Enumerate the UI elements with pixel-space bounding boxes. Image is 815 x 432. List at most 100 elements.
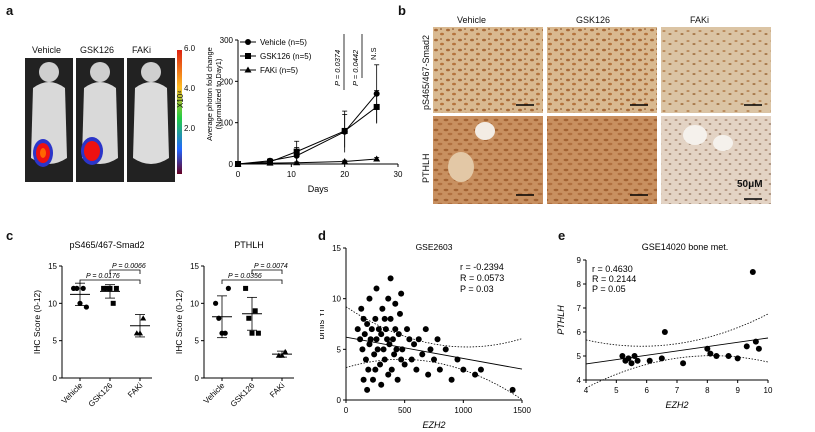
x-tick-label: 10 — [287, 170, 296, 179]
y-tick-label: 10 — [332, 295, 341, 304]
p-bracket-2 — [79, 279, 141, 284]
data-point — [752, 338, 759, 345]
data-point — [743, 343, 750, 350]
data-point — [225, 285, 231, 291]
tissue-col-faki: FAKi — [690, 15, 710, 25]
data-point — [378, 331, 385, 338]
colorbar-tick-4: 4.0 — [184, 84, 196, 93]
data-point — [372, 366, 379, 373]
data-point — [359, 346, 366, 353]
data-point — [140, 315, 147, 321]
y-tick-label: 0 — [337, 396, 342, 405]
y-label-line1: Average photon fold change — [205, 47, 214, 141]
panel-label-e: e — [558, 228, 566, 243]
legend-marker — [244, 66, 252, 73]
y-tick-label: 8 — [577, 280, 582, 289]
data-point — [379, 305, 386, 312]
data-point — [374, 346, 381, 353]
x-tick-label: 500 — [398, 406, 412, 415]
y-axis-label: IHC Score (0-12) — [174, 290, 184, 354]
p-bracket-1 — [109, 269, 141, 274]
data-point — [460, 366, 467, 373]
data-point — [354, 326, 361, 333]
data-point — [431, 356, 437, 363]
data-point — [395, 331, 402, 338]
p-value-2: P = 0.0176 — [86, 273, 120, 280]
panel-label-a: a — [6, 3, 14, 18]
data-point — [234, 160, 242, 167]
data-point — [222, 330, 228, 336]
series-line-1 — [237, 106, 377, 165]
data-point — [707, 350, 714, 357]
y-tick-label: 9 — [577, 256, 582, 265]
y-tick-label: 15 — [190, 262, 199, 271]
mouse-label-gsk126: GSK126 — [80, 45, 115, 55]
data-point — [358, 305, 365, 312]
scatter-gse2603: 0 500 1000 1500 0 5 10 15 EZH2 bmfs Yr GSE2603 r = … — [320, 242, 531, 430]
y-tick-label: 200 — [220, 77, 234, 86]
data-point — [413, 366, 420, 373]
tissue-row-smad2: pS465/467-Smad2 — [421, 34, 431, 110]
data-point — [406, 336, 413, 343]
mouse-label-vehicle: Vehicle — [32, 45, 62, 55]
data-point — [255, 330, 261, 336]
series-line-0 — [237, 93, 378, 165]
data-point — [357, 336, 364, 343]
data-point — [385, 371, 392, 378]
p-value-1: P = 0.0374 — [333, 50, 342, 86]
data-point — [385, 295, 392, 302]
data-point — [74, 285, 80, 291]
data-point — [373, 155, 381, 162]
stat-line-1: R = 0.2144 — [592, 274, 636, 284]
mouse-gsk126-graphic — [81, 62, 118, 165]
data-point — [362, 356, 369, 363]
y-tick-label: 5 — [195, 337, 200, 346]
data-point — [381, 315, 388, 322]
y-tick-label: 10 — [190, 299, 199, 308]
data-point — [472, 371, 479, 378]
chart-title: pS465/467-Smad2 — [69, 240, 144, 250]
data-point — [360, 376, 367, 383]
data-point — [364, 321, 371, 327]
data-point — [252, 308, 258, 314]
p-value-3: N.S — [369, 47, 378, 60]
data-point — [408, 356, 415, 363]
x-axis-label: EZH2 — [665, 400, 688, 410]
colorbar-tick-2: 2.0 — [184, 124, 196, 133]
tissue-col-gsk126: GSK126 — [576, 15, 611, 25]
y-axis-label: Average photon fold change(Normalized to… — [205, 47, 223, 141]
tissue-row-pthlh: PTHLH — [421, 153, 431, 183]
data-point — [448, 376, 455, 383]
legend-label: GSK126 (n=5) — [260, 52, 312, 61]
data-point — [391, 351, 398, 358]
y-axis-label: PTHLH — [556, 305, 566, 335]
data-point — [398, 356, 405, 363]
x-tick-label: 0 — [236, 170, 241, 179]
x-tick-label: 1000 — [454, 406, 472, 415]
data-point — [398, 290, 405, 297]
data-point — [509, 386, 516, 393]
p-value-2: P = 0.0356 — [228, 273, 262, 280]
x-tick-label: 20 — [340, 170, 349, 179]
p-value-1: P = 0.0074 — [254, 263, 288, 270]
data-point — [454, 356, 461, 363]
data-point — [378, 381, 385, 388]
data-point — [393, 346, 400, 353]
data-point — [434, 336, 441, 343]
data-point — [436, 366, 443, 373]
ci-upper — [585, 313, 769, 347]
data-point — [293, 159, 301, 166]
stat-line-2: P = 0.03 — [460, 284, 494, 294]
y-tick-label: 4 — [577, 376, 582, 385]
data-point — [388, 366, 395, 373]
data-point — [704, 345, 711, 352]
data-point — [365, 366, 372, 373]
data-point — [411, 341, 418, 348]
y-tick-label: 100 — [220, 119, 234, 128]
data-point — [373, 285, 380, 292]
data-point — [382, 326, 389, 333]
data-point — [392, 300, 399, 307]
y-tick-label: 15 — [48, 262, 57, 271]
y-tick-label: 5 — [53, 337, 58, 346]
y-label-line2: (Normalized to Day1) — [214, 58, 223, 129]
